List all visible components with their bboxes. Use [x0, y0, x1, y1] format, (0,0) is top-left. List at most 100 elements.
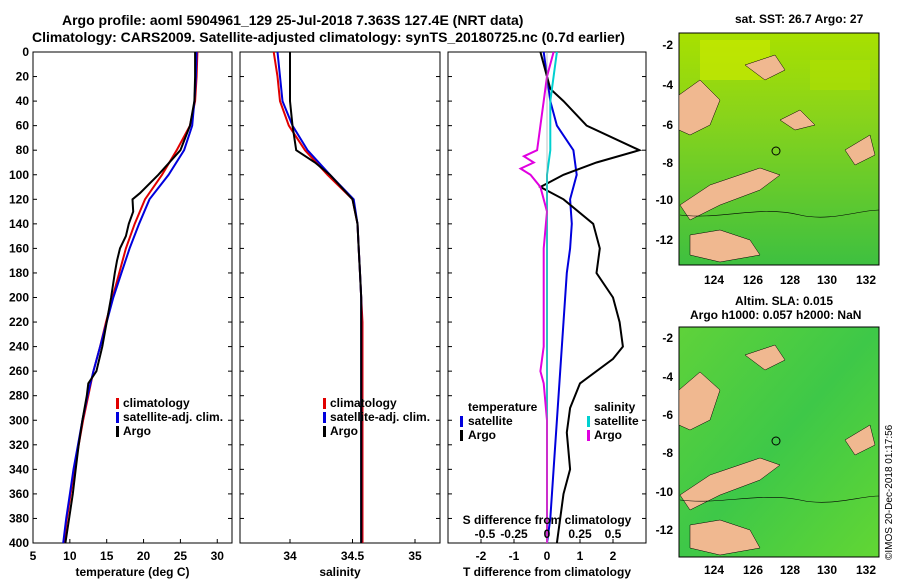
depth-tick-label: 140 — [9, 217, 29, 231]
legend-title-salinity: salinity — [594, 400, 636, 414]
map1-title: sat. SST: 26.7 Argo: 27 — [735, 12, 864, 26]
depth-tick-label: 280 — [9, 389, 29, 403]
x-tick-label: 15 — [100, 549, 114, 563]
map1-lat-tick-label: -10 — [656, 193, 674, 207]
legend-swatch — [116, 398, 119, 409]
legend-label: Argo — [468, 428, 496, 442]
x2-tick-label: 0.5 — [605, 527, 622, 541]
series-line-argo — [289, 52, 363, 543]
series-line-argo — [64, 52, 197, 544]
depth-tick-label: 160 — [9, 241, 29, 255]
map1-lat-tick-label: -8 — [662, 156, 673, 170]
map2-title-line2: Argo h1000: 0.057 h2000: NaN — [690, 308, 862, 322]
legend-swatch — [460, 416, 463, 427]
figure-title-line2: Climatology: CARS2009. Satellite-adjuste… — [32, 29, 625, 45]
map1-lon-tick-label: 132 — [856, 273, 876, 287]
land-mass — [689, 229, 761, 263]
land-mass — [744, 54, 786, 81]
x-axis-label: salinity — [319, 565, 361, 579]
series-line-temperature-argo — [538, 51, 643, 544]
land-mass — [844, 424, 876, 456]
depth-tick-label: 300 — [9, 413, 29, 427]
depth-tick-label: 360 — [9, 487, 29, 501]
map2-lon-tick-label: 124 — [704, 563, 724, 577]
legend-label: Argo — [594, 428, 622, 442]
map2-lat-tick-label: -12 — [656, 523, 674, 537]
x2-axis-label: S difference from climatology — [463, 513, 632, 527]
x-tick-label: 2 — [610, 549, 617, 563]
land-mass — [679, 167, 781, 221]
legend-label: Argo — [330, 424, 358, 438]
legend-swatch — [587, 430, 590, 441]
x2-tick-label: -0.5 — [475, 527, 496, 541]
legend-label: climatology — [123, 396, 190, 410]
depth-tick-label: 60 — [16, 119, 30, 133]
depth-tick-label: 220 — [9, 315, 29, 329]
depth-tick-label: 240 — [9, 340, 29, 354]
legend-swatch — [116, 412, 119, 423]
figure-title-line1: Argo profile: aoml 5904961_129 25-Jul-20… — [62, 12, 524, 28]
map2-lat-tick-label: -6 — [662, 408, 673, 422]
legend-swatch — [116, 426, 119, 437]
series-line-salinity-argo — [518, 51, 555, 543]
x-tick-label: 0 — [544, 549, 551, 563]
legend-label: satellite-adj. clim. — [123, 410, 223, 424]
map2-lon-tick-label: 130 — [817, 563, 837, 577]
x-tick-label: 20 — [137, 549, 151, 563]
bathymetry-contour — [679, 209, 880, 218]
salinity-axes-frame — [239, 51, 441, 544]
depth-tick-label: 40 — [16, 94, 30, 108]
land-mass — [678, 79, 721, 136]
map1-lon-tick-label: 124 — [704, 273, 724, 287]
map1-lon-tick-label: 128 — [780, 273, 800, 287]
map2-title-line1: Altim. SLA: 0.015 — [735, 294, 834, 308]
land-mass — [744, 344, 786, 371]
depth-tick-label: 260 — [9, 364, 29, 378]
map2-lon-tick-label: 126 — [743, 563, 763, 577]
sla-map — [678, 326, 880, 558]
profile-charts: 0204060801001201401601802002202402602803… — [9, 45, 647, 579]
legend-label: satellite-adj. clim. — [330, 410, 430, 424]
depth-tick-label: 200 — [9, 291, 29, 305]
bathymetry-contour — [679, 495, 880, 503]
map2-lat-tick-label: -8 — [662, 446, 673, 460]
map1-lon-tick-label: 130 — [817, 273, 837, 287]
sst-warm-patch — [810, 60, 870, 90]
map2-lon-tick-label: 132 — [856, 563, 876, 577]
x-tick-label: 5 — [30, 549, 37, 563]
legend-label: satellite — [468, 414, 513, 428]
depth-tick-label: 340 — [9, 462, 29, 476]
panel-difference: -2 -1 0 1 2 T difference from climatology temp… — [447, 51, 647, 579]
x-axis-label: T difference from climatology — [463, 565, 631, 579]
depth-tick-label: 20 — [16, 70, 30, 84]
temperature-axes-frame — [32, 51, 233, 544]
sla-map-frame — [678, 326, 880, 558]
series-line-satellite-adj-clim- — [62, 51, 198, 544]
land-mass — [678, 371, 721, 431]
legend-swatch — [323, 398, 326, 409]
panel-salinity: 34 34.5 35 salinity climatologysatellite-adj… — [239, 51, 441, 579]
depth-tick-label: 80 — [16, 143, 30, 157]
map1-lat-tick-label: -6 — [662, 118, 673, 132]
depth-tick-label: 100 — [9, 168, 29, 182]
depth-tick-label: 0 — [22, 45, 29, 59]
legend-swatch — [587, 416, 590, 427]
x2-tick-label: -0.25 — [500, 527, 528, 541]
x-tick-label: 10 — [63, 549, 77, 563]
argo-location-marker — [771, 146, 781, 156]
map1-lat-tick-label: -4 — [662, 78, 673, 92]
land-mass — [679, 457, 781, 511]
legend-swatch — [323, 412, 326, 423]
series-line-temperature-satellite — [542, 51, 578, 544]
depth-tick-label: 180 — [9, 266, 29, 280]
legend-label: satellite — [594, 414, 639, 428]
legend-label: Argo — [123, 424, 151, 438]
legend-swatch — [460, 430, 463, 441]
map1-lat-tick-label: -2 — [662, 38, 673, 52]
x-axis-label: temperature (deg C) — [75, 565, 189, 579]
legend-label: climatology — [330, 396, 397, 410]
x-tick-label: 25 — [174, 549, 188, 563]
map2-lon-tick-label: 128 — [780, 563, 800, 577]
x-tick-label: -2 — [476, 549, 487, 563]
